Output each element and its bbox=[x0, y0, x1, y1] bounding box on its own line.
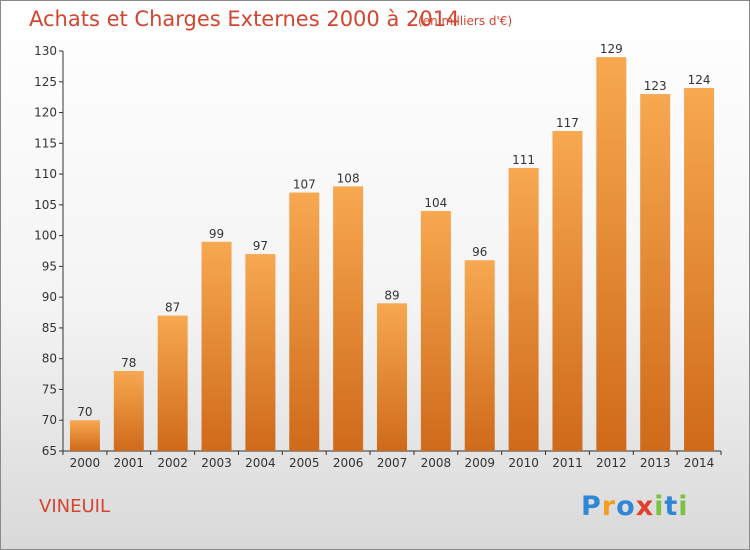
logo-letter: r bbox=[601, 491, 617, 522]
y-tick-label: 95 bbox=[42, 259, 57, 273]
data-label-2004: 97 bbox=[253, 239, 268, 253]
chart-subtitle: (en milliers d'€) bbox=[418, 14, 513, 28]
x-tick-label: 2013 bbox=[640, 456, 671, 470]
y-tick-label: 80 bbox=[42, 352, 57, 366]
x-tick-label: 2010 bbox=[508, 456, 539, 470]
data-label-2006: 108 bbox=[337, 171, 360, 185]
bar-2014 bbox=[684, 87, 715, 451]
bar-2001 bbox=[113, 371, 144, 451]
chart-title: Achats et Charges Externes 2000 à 2014 bbox=[29, 7, 460, 31]
bar-2005 bbox=[289, 192, 320, 452]
data-label-2003: 99 bbox=[209, 227, 224, 241]
logo-letter: i bbox=[654, 491, 665, 522]
x-tick-label: 2014 bbox=[684, 456, 715, 470]
bar-2008 bbox=[420, 211, 451, 451]
y-tick-label: 90 bbox=[42, 290, 57, 304]
logo-letter: P bbox=[581, 491, 602, 522]
axes: 65 70 75 80 85 90 95 100 105 110 115 120 125 130 2000 2… bbox=[34, 44, 722, 470]
bar-2006 bbox=[333, 186, 364, 451]
x-tick-label: 2003 bbox=[201, 456, 232, 470]
data-label-2013: 123 bbox=[644, 79, 667, 93]
logo-letter: t bbox=[664, 491, 679, 522]
x-tick-label: 2011 bbox=[552, 456, 583, 470]
data-label-2008: 104 bbox=[424, 196, 447, 210]
y-tick-label: 65 bbox=[42, 444, 57, 458]
data-label-2001: 78 bbox=[121, 356, 136, 370]
x-tick-label: 2012 bbox=[596, 456, 627, 470]
data-label-2014: 124 bbox=[688, 73, 711, 87]
y-tick-label: 85 bbox=[42, 321, 57, 335]
y-tick-label: 115 bbox=[34, 136, 57, 150]
y-tick-label: 125 bbox=[34, 75, 57, 89]
x-tick-label: 2009 bbox=[464, 456, 495, 470]
data-label-2000: 70 bbox=[77, 405, 92, 419]
bars bbox=[69, 57, 715, 452]
data-label-2007: 89 bbox=[384, 288, 399, 302]
data-label-2005: 107 bbox=[293, 178, 316, 192]
x-tick-label: 2000 bbox=[70, 456, 101, 470]
bar-2013 bbox=[640, 94, 671, 452]
x-tick-label: 2005 bbox=[289, 456, 320, 470]
x-tick-label: 2002 bbox=[157, 456, 188, 470]
bar-2009 bbox=[464, 260, 495, 451]
bar-2010 bbox=[508, 167, 539, 451]
data-label-2012: 129 bbox=[600, 42, 623, 56]
x-tick-label: 2006 bbox=[333, 456, 364, 470]
bar-2003 bbox=[201, 241, 232, 451]
bar-2012 bbox=[596, 57, 627, 452]
x-tick-label: 2004 bbox=[245, 456, 276, 470]
logo-letter: i bbox=[678, 491, 689, 522]
logo-letter: x bbox=[635, 491, 655, 522]
y-tick-label: 130 bbox=[34, 44, 57, 58]
logo-letter: o bbox=[616, 491, 636, 522]
bar-2002 bbox=[157, 315, 188, 451]
y-tick-label: 110 bbox=[34, 167, 57, 181]
data-label-2010: 111 bbox=[512, 153, 535, 167]
proxiti-logo: Proxiti bbox=[581, 491, 689, 522]
city-name: VINEUIL bbox=[39, 496, 110, 517]
y-tick-label: 70 bbox=[42, 413, 57, 427]
y-tick-label: 105 bbox=[34, 198, 57, 212]
data-label-2011: 117 bbox=[556, 116, 579, 130]
x-tick-label: 2001 bbox=[114, 456, 145, 470]
bar-2011 bbox=[552, 131, 583, 451]
y-tick-label: 120 bbox=[34, 106, 57, 120]
data-labels: 70 78 87 99 97 107 108 89 104 96 111 117 129 123 124 bbox=[77, 42, 710, 419]
bar-2000 bbox=[69, 420, 100, 451]
bar-2007 bbox=[377, 303, 407, 451]
data-label-2009: 96 bbox=[472, 245, 487, 259]
data-label-2002: 87 bbox=[165, 301, 180, 315]
x-tick-label: 2008 bbox=[421, 456, 452, 470]
y-tick-label: 75 bbox=[42, 382, 57, 396]
y-tick-label: 100 bbox=[34, 229, 57, 243]
bar-2004 bbox=[245, 254, 276, 451]
x-tick-label: 2007 bbox=[377, 456, 408, 470]
